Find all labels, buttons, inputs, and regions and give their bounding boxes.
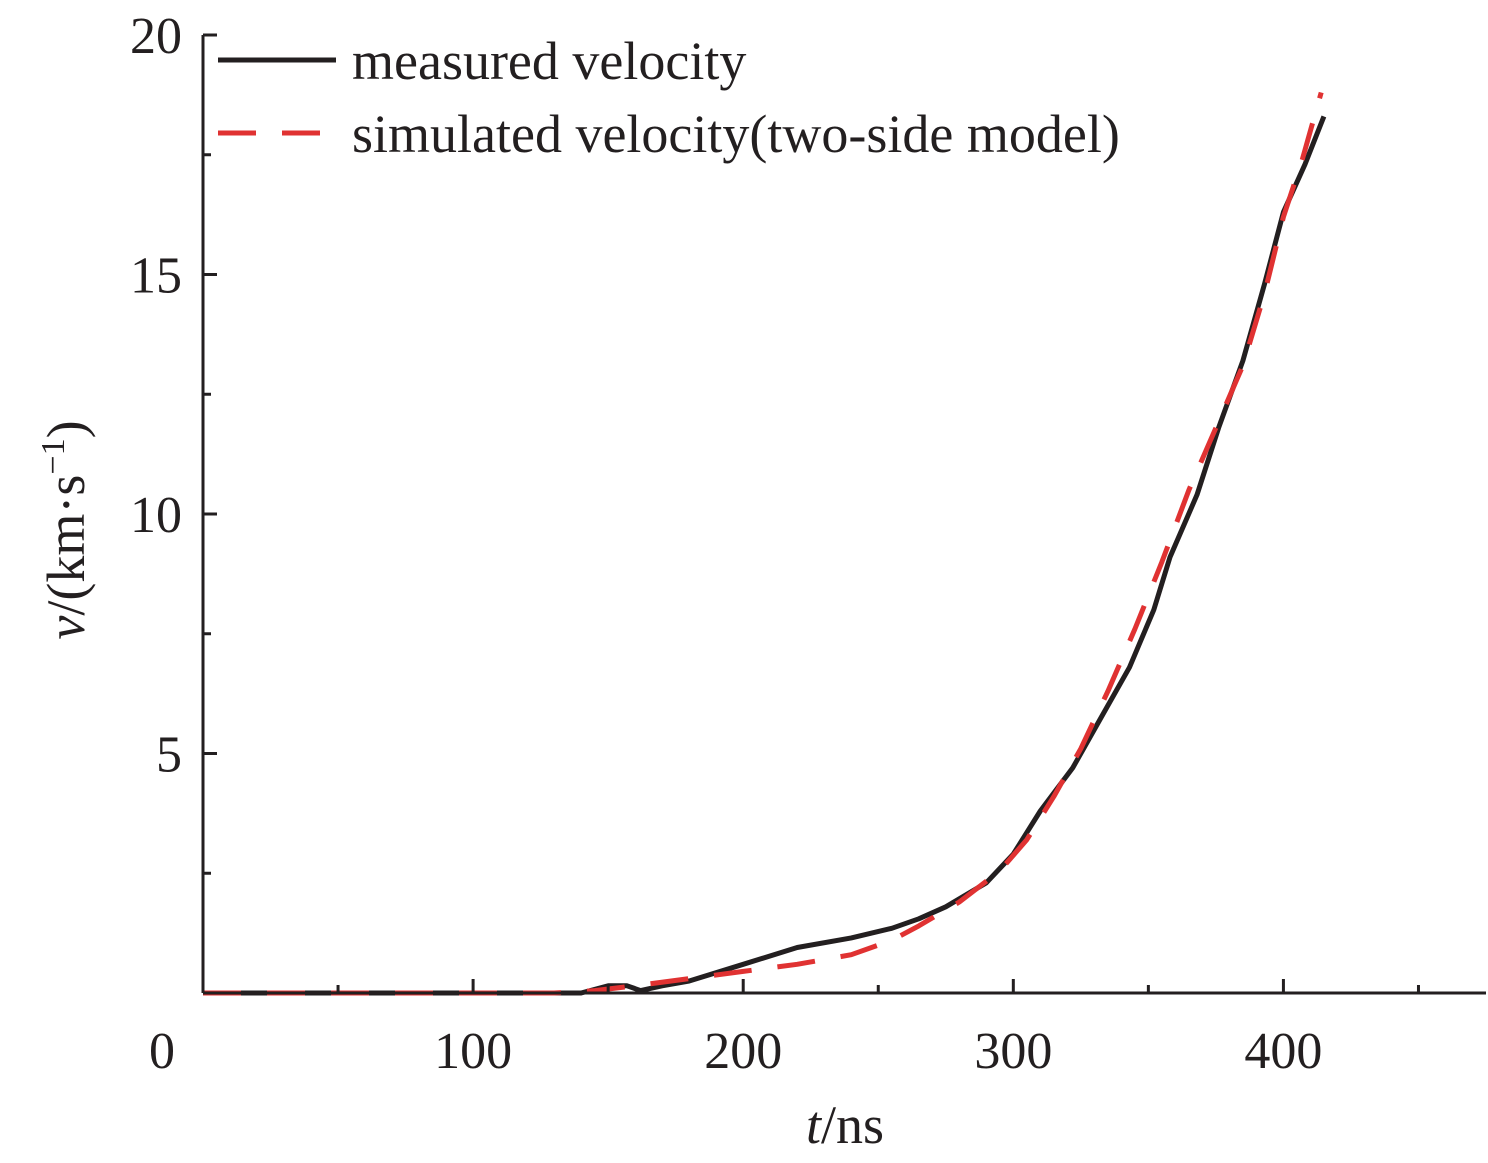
x-axis-title: t/ns: [806, 1095, 884, 1155]
y-axis-title: v/(km·s−1): [35, 420, 96, 639]
legend-label-measured: measured velocity: [352, 31, 746, 91]
x-tick-label: 100: [434, 1023, 512, 1080]
x-tick-label: 200: [704, 1023, 782, 1080]
y-tick-label: 5: [156, 727, 182, 784]
axes-layer: 0 100 200 300 400 5 10 15 20: [130, 8, 1486, 1080]
y-tick-label: 10: [130, 487, 182, 544]
plot-area: 0 100 200 300 400 5 10 15 20: [130, 8, 1486, 1080]
x-tick-label: 400: [1244, 1023, 1322, 1080]
x-tick-label: 300: [974, 1023, 1052, 1080]
y-tick-label: 15: [130, 248, 182, 305]
series-line-measured: [203, 115, 1327, 996]
series-layer: [203, 91, 1327, 996]
x-tick-label: 0: [149, 1023, 175, 1080]
series-line-simulated: [203, 91, 1324, 996]
legend: measured velocity simulated velocity(two…: [218, 31, 1120, 164]
legend-label-simulated: simulated velocity(two-side model): [352, 104, 1120, 164]
y-tick-label: 20: [130, 8, 182, 65]
